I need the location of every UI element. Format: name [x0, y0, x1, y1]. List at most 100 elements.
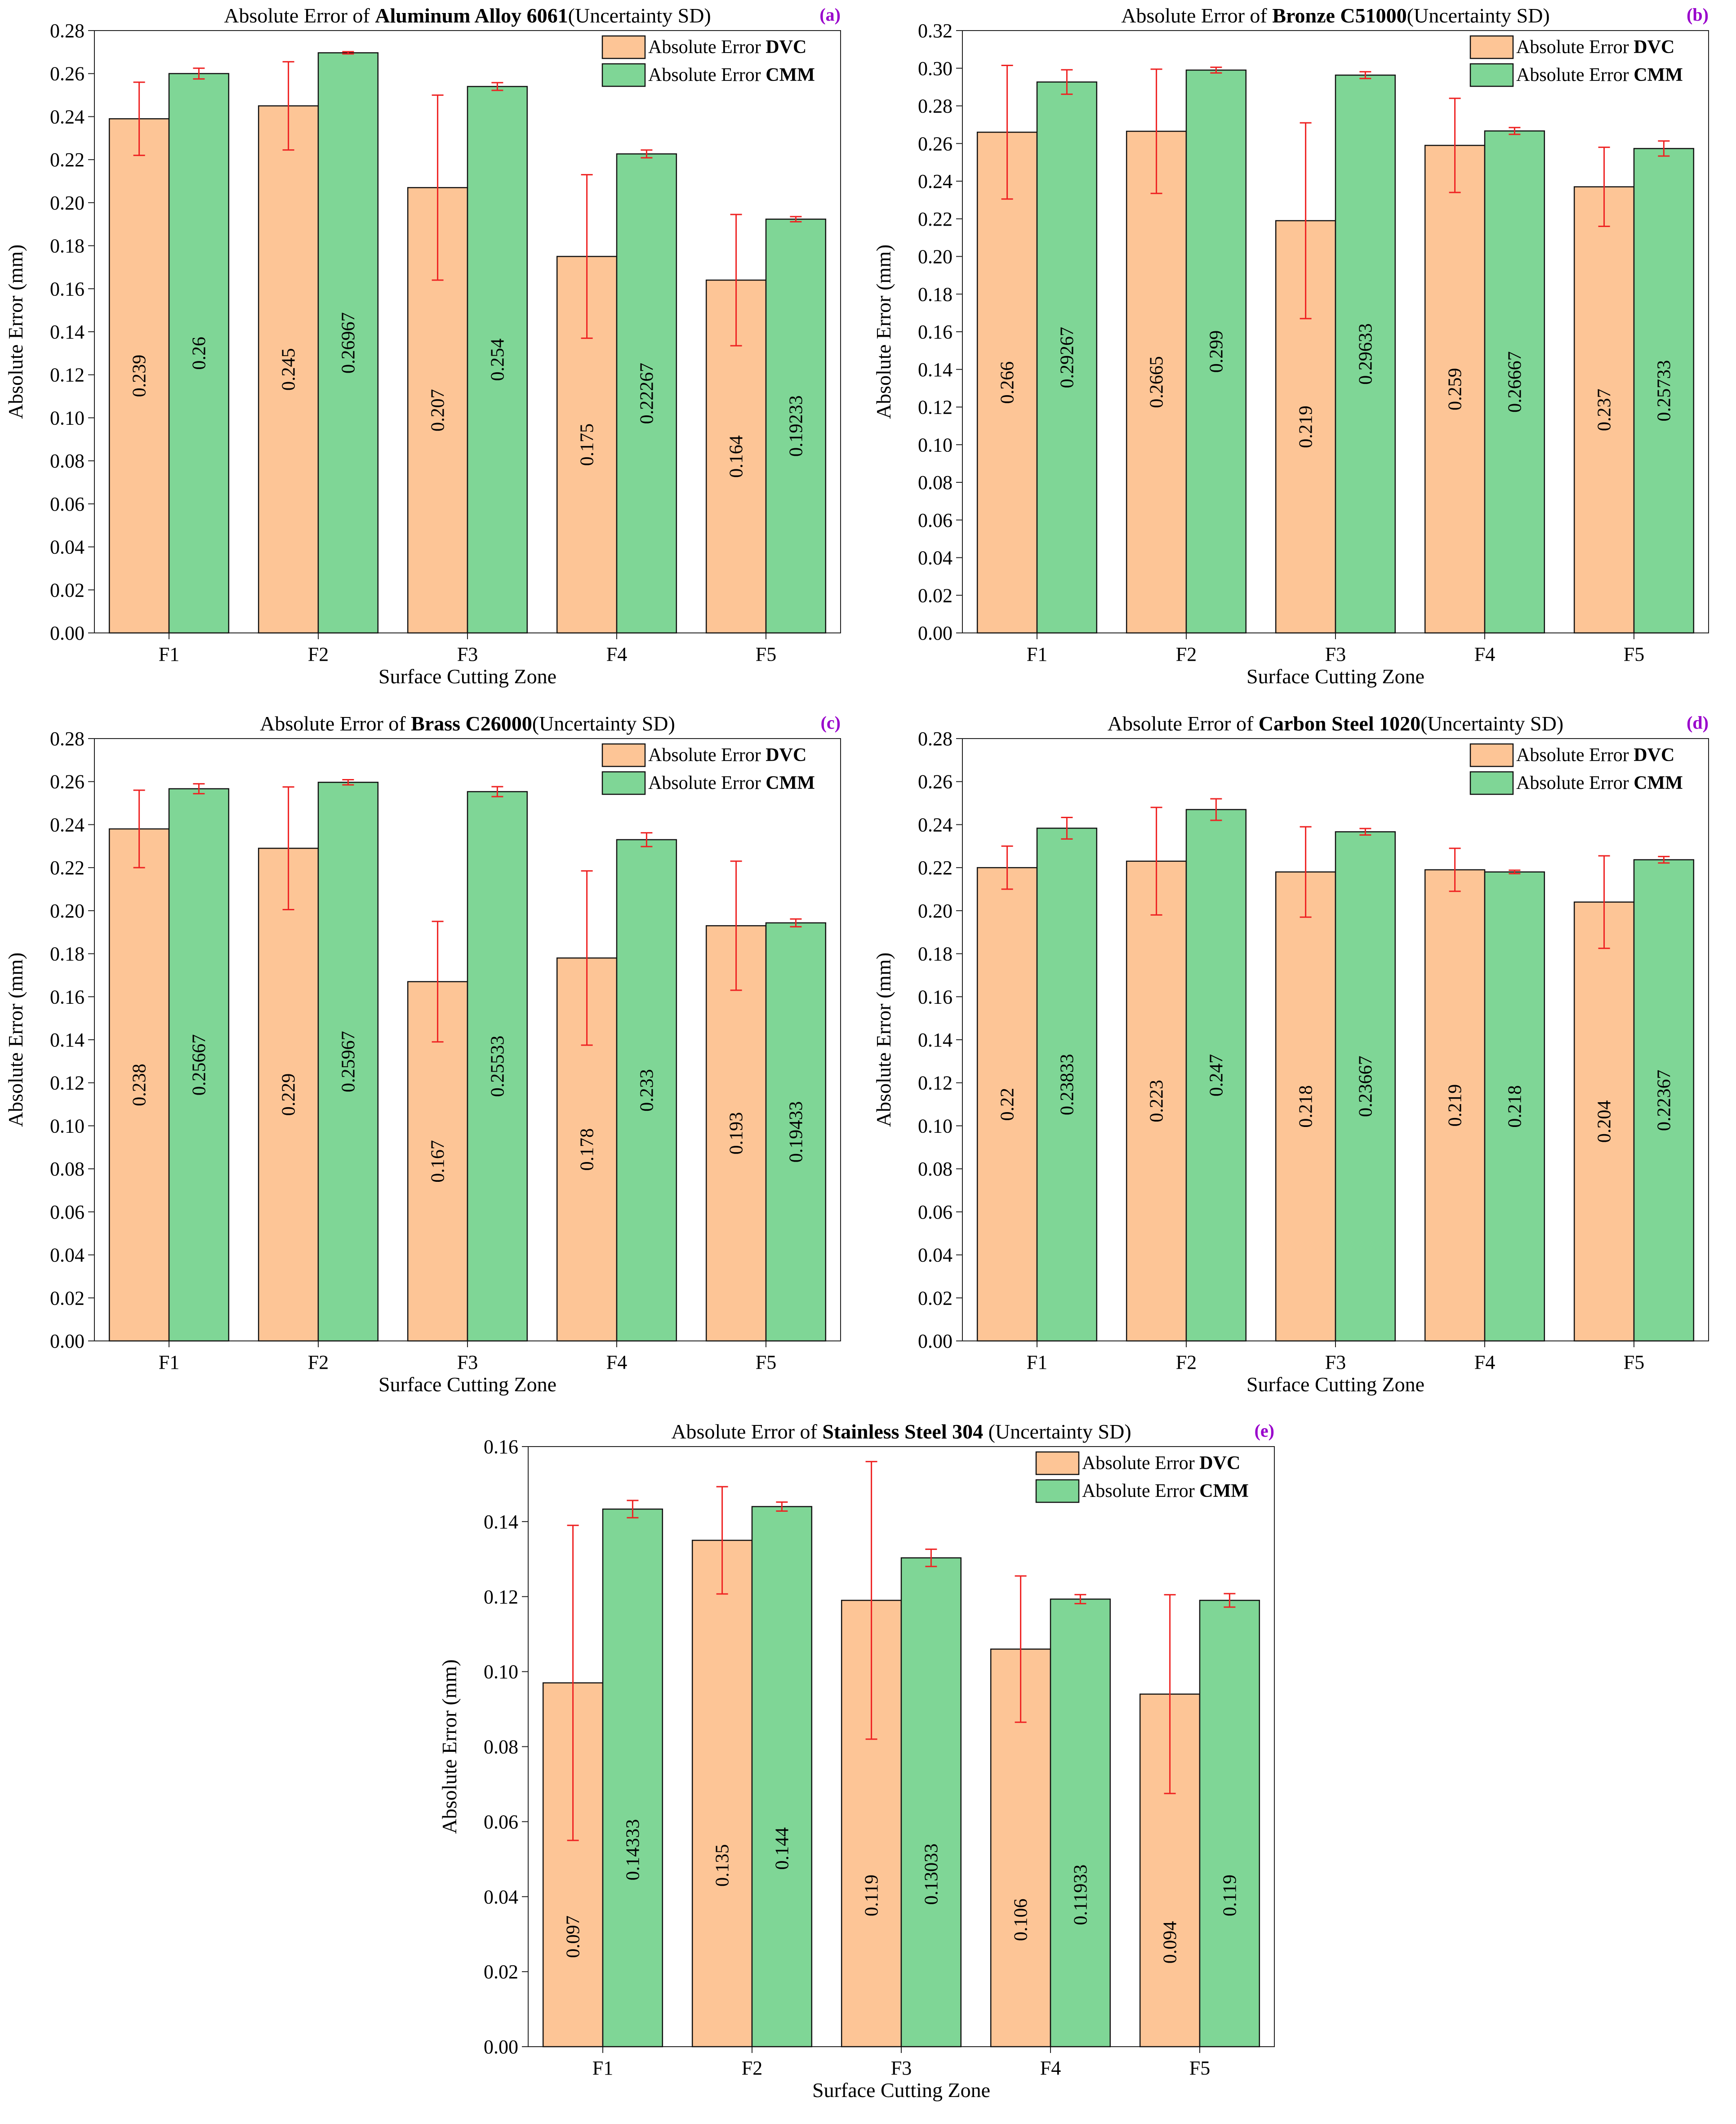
legend-swatch-cmm: [601, 771, 646, 795]
y-tick-label: 0.00: [918, 1330, 953, 1352]
x-tick-label: F2: [308, 1351, 329, 1373]
bar-dvc-f2: [258, 847, 319, 1342]
bar-cmm-f2: [1185, 809, 1247, 1342]
y-tick-label: 0.08: [484, 1736, 518, 1758]
chart-title-material: Brass C26000: [411, 712, 532, 735]
y-tick-label: 0.24: [918, 170, 953, 192]
y-tick-label: 0.06: [50, 493, 85, 515]
legend-series-name: CMM: [1199, 1481, 1249, 1501]
legend-label-cmm: Absolute Error CMM: [1082, 1481, 1249, 1501]
y-tick-label: 0.18: [50, 943, 85, 965]
bar-cmm-f4: [1484, 871, 1545, 1342]
bar-value-label: 0.218: [1505, 1085, 1525, 1128]
chart-title-material: Carbon Steel 1020: [1259, 712, 1420, 735]
y-axis-label: Absolute Error (mm): [438, 1659, 461, 1834]
bar-value-label: 0.299: [1206, 330, 1227, 373]
chart-title-prefix: Absolute Error of: [671, 1420, 822, 1443]
y-tick-label: 0.28: [50, 20, 85, 42]
bar-value-label: 0.2665: [1147, 356, 1167, 408]
legend-label-dvc: Absolute Error DVC: [1516, 745, 1674, 766]
y-tick-label: 0.26: [50, 63, 85, 85]
bar-cmm-f2: [317, 782, 379, 1342]
x-tick-label: F5: [1624, 1351, 1644, 1373]
bar-value-label: 0.239: [129, 355, 150, 397]
bar-value-label: 0.245: [279, 348, 299, 391]
chart-title-prefix: Absolute Error of: [224, 4, 375, 27]
chart-d-svg: Absolute Error of Carbon Steel 1020(Unce…: [872, 712, 1709, 1396]
y-tick-label: 0.18: [918, 283, 953, 305]
bar-value-label: 0.097: [563, 1915, 584, 1958]
bar-cmm-f2: [317, 52, 379, 634]
y-tick-label: 0.02: [918, 1287, 953, 1309]
panel-tag: (b): [1687, 4, 1709, 25]
x-tick-label: F4: [1474, 1351, 1495, 1373]
y-tick-label: 0.16: [50, 986, 85, 1008]
y-tick-label: 0.14: [918, 359, 953, 381]
x-axis-label: Surface Cutting Zone: [812, 2079, 990, 2102]
bar-cmm-f5: [1199, 1599, 1260, 2048]
y-tick-label: 0.10: [484, 1661, 518, 1683]
legend-series-name: DVC: [1199, 1453, 1240, 1474]
bar-value-label: 0.23833: [1057, 1054, 1077, 1115]
chart-title-prefix: Absolute Error of: [1121, 4, 1272, 27]
legend-prefix: Absolute Error: [1516, 65, 1634, 85]
legend-swatch-dvc: [1469, 743, 1514, 767]
bar-dvc-f1: [976, 131, 1038, 634]
x-tick-label: F1: [592, 2057, 613, 2079]
y-tick-label: 0.00: [50, 622, 85, 644]
legend-swatch-dvc: [601, 743, 646, 767]
y-tick-label: 0.18: [50, 235, 85, 257]
chart-title: Absolute Error of Aluminum Alloy 6061(Un…: [224, 4, 711, 27]
legend-series-name: CMM: [1634, 65, 1683, 85]
bar-cmm-f1: [168, 73, 230, 634]
legend-prefix: Absolute Error: [648, 65, 766, 85]
bar-cmm-f1: [1036, 81, 1098, 634]
bar-value-label: 0.14333: [623, 1819, 643, 1880]
y-tick-label: 0.02: [50, 579, 85, 601]
x-axis-label: Surface Cutting Zone: [378, 1373, 556, 1396]
chart-title-suffix: (Uncertainty SD): [532, 712, 675, 735]
legend-label-cmm: Absolute Error CMM: [648, 773, 815, 793]
panel-tag: (a): [819, 4, 841, 25]
bar-dvc-f2: [691, 1540, 753, 2048]
y-tick-label: 0.32: [918, 20, 953, 42]
bar-value-label: 0.094: [1160, 1921, 1181, 1964]
y-tick-label: 0.08: [50, 1158, 85, 1180]
legend-series-name: DVC: [1634, 745, 1674, 766]
y-tick-label: 0.24: [50, 106, 85, 128]
x-tick-label: F5: [1624, 643, 1644, 665]
bar-cmm-f5: [1633, 148, 1695, 634]
panel-tag: (c): [821, 712, 841, 733]
x-tick-label: F4: [1040, 2057, 1061, 2079]
x-tick-label: F3: [891, 2057, 912, 2079]
y-axis-label: Absolute Error (mm): [4, 245, 27, 419]
legend-series-name: CMM: [766, 773, 815, 793]
chart-title-suffix: (Uncertainty SD): [568, 4, 711, 27]
y-tick-label: 0.04: [50, 1244, 85, 1266]
chart-panel-c: Absolute Error of Brass C26000(Uncertain…: [0, 708, 868, 1416]
bar-value-label: 0.22367: [1654, 1070, 1674, 1131]
legend-label-dvc: Absolute Error DVC: [648, 745, 806, 766]
y-axis-label: Absolute Error (mm): [872, 953, 895, 1127]
y-tick-label: 0.14: [918, 1029, 953, 1051]
y-tick-label: 0.18: [918, 943, 953, 965]
bar-value-label: 0.26667: [1505, 351, 1525, 413]
bar-value-label: 0.178: [577, 1128, 598, 1171]
chart-title: Absolute Error of Carbon Steel 1020(Unce…: [1108, 712, 1563, 735]
legend-series-name: CMM: [766, 65, 815, 85]
y-tick-label: 0.20: [50, 900, 85, 922]
y-tick-label: 0.22: [918, 208, 953, 230]
chart-title-suffix: (Uncertainty SD): [983, 1420, 1131, 1443]
legend-swatch-cmm: [1035, 1479, 1080, 1503]
chart-panel-a: Absolute Error of Aluminum Alloy 6061(Un…: [0, 0, 868, 708]
y-tick-label: 0.20: [918, 900, 953, 922]
bar-value-label: 0.29633: [1355, 323, 1376, 385]
bar-value-label: 0.13033: [921, 1843, 942, 1905]
legend-swatch-dvc: [1035, 1451, 1080, 1475]
panel-tag: (d): [1687, 712, 1709, 733]
legend-swatch-dvc: [601, 35, 646, 59]
y-tick-label: 0.28: [50, 728, 85, 750]
x-tick-label: F3: [1325, 643, 1346, 665]
bar-value-label: 0.119: [862, 1875, 882, 1916]
y-tick-label: 0.28: [918, 95, 953, 117]
